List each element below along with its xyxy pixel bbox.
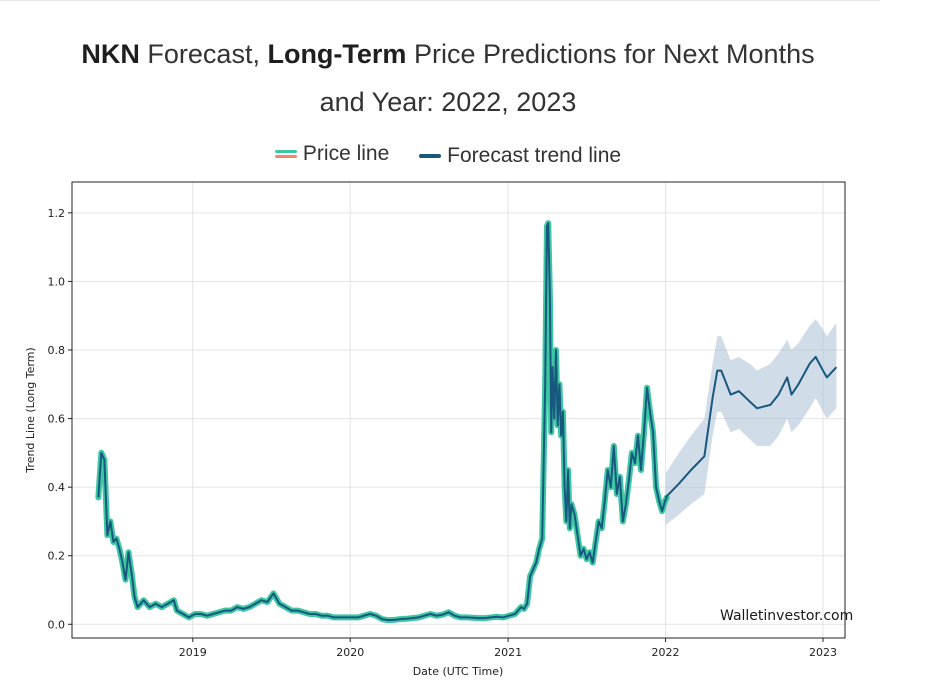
page-title: NKN Forecast, Long-Term Price Prediction…	[0, 30, 896, 126]
y-tick-label: 1.0	[48, 275, 66, 288]
watermark-text: Walletinvestor.com	[720, 608, 853, 624]
forecast-confidence-band	[665, 319, 837, 525]
price-line	[95, 220, 670, 624]
top-divider	[0, 0, 880, 1]
legend-item-price[interactable]: Price line	[274, 142, 390, 166]
plot-frame	[71, 181, 846, 639]
x-tick-label: 2022	[652, 646, 680, 659]
y-tick-label: 0.8	[48, 344, 66, 357]
y-tick-label: 0.6	[48, 413, 66, 426]
title-forecast: Forecast,	[139, 39, 268, 69]
y-tick-label: 0.2	[48, 550, 66, 563]
forecast-band-layer	[665, 319, 837, 525]
y-tick-label: 1.2	[48, 207, 66, 220]
chart-legend: Price line Forecast trend line	[0, 140, 896, 168]
price-line-swatch	[274, 150, 297, 158]
x-axis-ticks: 2019 2020 2021 2022 2023	[179, 638, 837, 659]
x-tick-label: 2020	[336, 646, 364, 659]
title-long-term: Long-Term	[267, 39, 407, 69]
forecast-trend-line	[664, 355, 838, 499]
title-coin: NKN	[81, 39, 140, 69]
legend-label-price: Price line	[302, 142, 390, 165]
title-years: and Year: 2022, 2023	[319, 87, 577, 117]
x-tick-label: 2021	[494, 646, 522, 659]
title-predictions: Price Predictions for Next Months	[406, 39, 815, 69]
legend-label-forecast: Forecast trend line	[447, 144, 622, 167]
x-axis-label: Date (UTC Time)	[413, 665, 504, 678]
y-tick-label: 0.4	[48, 481, 66, 494]
y-axis-ticks: 0.0 0.2 0.4 0.6 0.8 1.0 1.2	[48, 207, 72, 631]
forecast-line-swatch	[419, 154, 442, 158]
y-axis-label: Trend Line (Long Term)	[24, 347, 37, 473]
x-tick-label: 2019	[179, 646, 207, 659]
y-tick-label: 0.0	[48, 618, 66, 631]
series-layer	[95, 220, 838, 624]
x-tick-label: 2023	[809, 646, 837, 659]
historical-trend-line	[97, 222, 668, 622]
legend-item-forecast[interactable]: Forecast trend line	[419, 144, 621, 168]
